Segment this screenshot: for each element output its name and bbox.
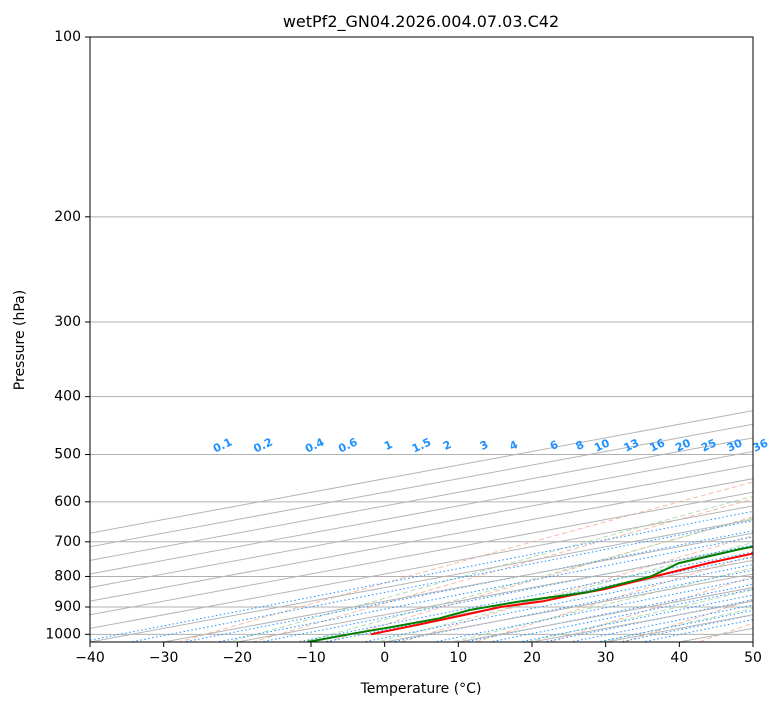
isotherm [90, 437, 753, 561]
y-axis-label: Pressure (hPa) [12, 290, 28, 390]
mixing-ratio-line [594, 609, 753, 642]
x-tick-label: 0 [380, 650, 389, 666]
isotherm [752, 641, 753, 642]
dry-adiabat [548, 576, 753, 642]
isotherm [90, 450, 753, 575]
mixing-ratio-line [541, 599, 753, 642]
y-tick-label: 800 [54, 568, 81, 584]
isotherm [90, 464, 753, 589]
mixing-ratio-line [487, 588, 753, 642]
mixing-ratio-line [128, 520, 753, 642]
mixing-ratio-line [214, 536, 753, 642]
x-tick-label: 30 [597, 650, 615, 666]
y-tick-label: 1000 [45, 626, 81, 642]
isotherm [90, 478, 753, 602]
y-tick-label: 500 [54, 447, 81, 463]
x-tick-label: 40 [670, 650, 688, 666]
dry-adiabat [759, 24, 775, 647]
y-tick-label: 100 [54, 29, 81, 45]
isotherm [90, 519, 753, 642]
mixing-ratio-line [617, 614, 753, 642]
mixing-ratio-line [181, 530, 753, 642]
isotherm [90, 491, 753, 616]
x-tick-label: 20 [523, 650, 541, 666]
x-tick-label: −30 [149, 650, 179, 666]
mixing-ratio-line [517, 594, 753, 642]
dewpoint-profile [307, 545, 753, 642]
x-tick-label: −20 [223, 650, 253, 666]
mixing-ratio-label: 25 [699, 436, 718, 454]
line-labels: -100-90-80-70-60-50-40-30-20-10010203040… [211, 435, 771, 455]
y-tick-label: 900 [54, 599, 81, 615]
mixing-ratio-label: 10 [592, 436, 612, 454]
y-tick-label: 400 [54, 389, 81, 405]
y-tick-label: 600 [54, 494, 81, 510]
isotherm [90, 423, 753, 548]
y-tick-label: 700 [54, 534, 81, 550]
moist-adiabat [449, 567, 753, 642]
plot-frame [89, 36, 754, 643]
x-tick-label: −10 [296, 650, 326, 666]
mixing-ratio-line [90, 510, 753, 641]
isotherm [163, 532, 753, 642]
mixing-ratio-label: 30 [725, 436, 745, 454]
mixing-ratio-label: 13 [622, 436, 641, 454]
mixing-ratio-line [360, 564, 753, 642]
dry-adiabat [177, 481, 753, 642]
x-tick-label: 10 [449, 650, 467, 666]
mixing-ratio-label: 20 [673, 436, 693, 454]
chart-title: wetPf2_GN04.2026.004.07.03.C42 [283, 12, 559, 32]
mixing-ratio-label: 36 [751, 436, 771, 454]
mixing-ratio-label: 16 [648, 436, 668, 454]
axes: −40 −30 −20 −10 0 10 20 30 40 50 100 200 300 400 500 60… [45, 29, 762, 666]
mixing-ratio-line [567, 604, 753, 642]
dry-adiabat [474, 555, 753, 642]
y-tick-label: 200 [54, 209, 81, 225]
isotherm [90, 505, 753, 629]
x-tick-label: −40 [75, 650, 105, 666]
background-lines [90, 24, 775, 647]
x-axis-label: Temperature (°C) [360, 681, 482, 697]
profile-series [307, 545, 753, 642]
y-tick-label: 300 [54, 314, 81, 330]
plot-background [90, 37, 753, 642]
x-tick-label: 50 [744, 650, 762, 666]
